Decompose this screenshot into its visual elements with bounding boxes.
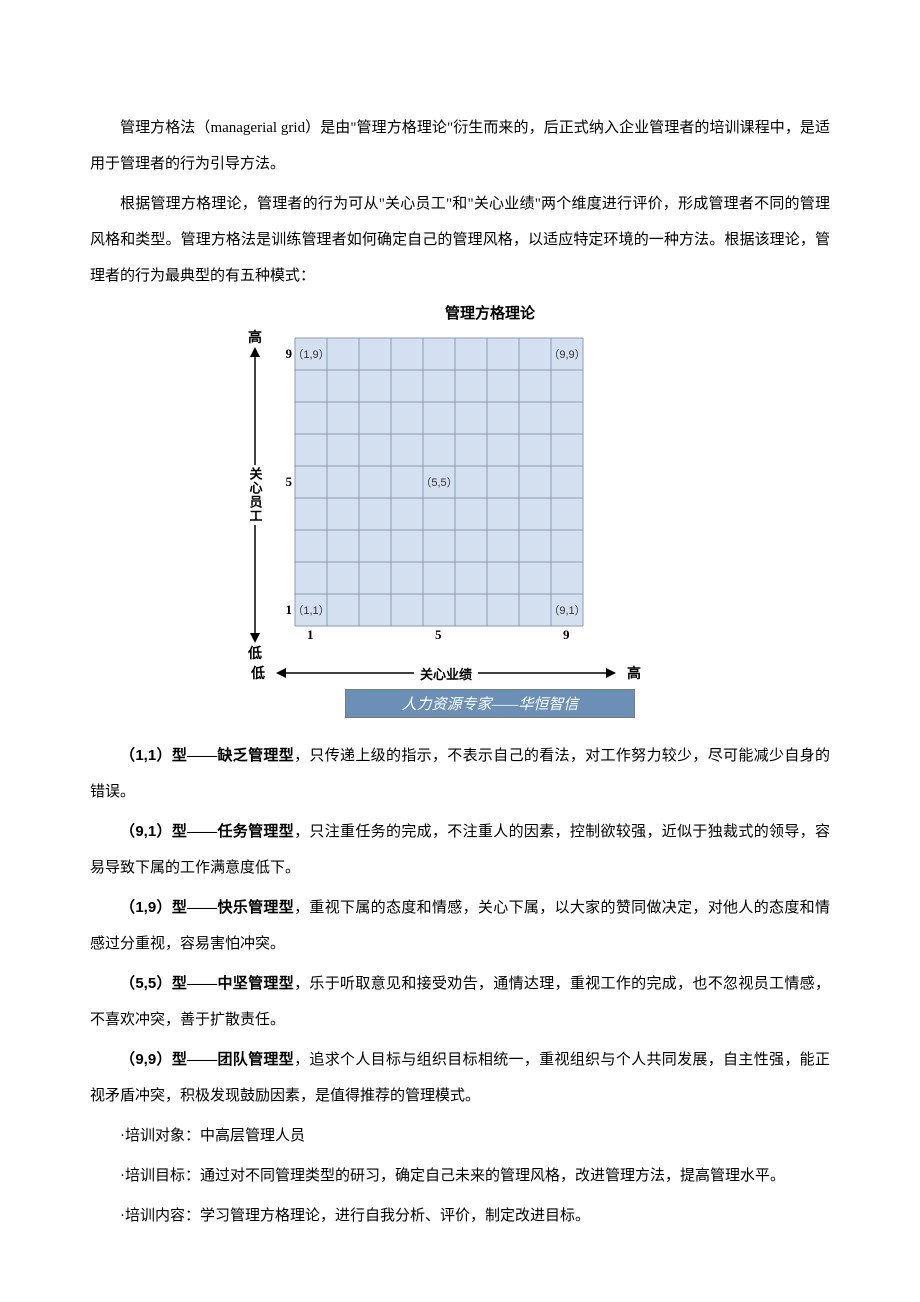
y-tick: 9 xyxy=(286,346,293,362)
grid-area: 1 5 9 （1,9） （9,9） （5,5） （1,1） （9,1） 1 5 9 xyxy=(294,337,584,643)
type-name: 型——缺乏管理型 xyxy=(172,748,294,764)
y-axis-low-label: 低 xyxy=(240,643,270,663)
management-type-item: （9,1）型——任务管理型，只注重任务的完成，不注重人的因素，控制欲较强，近似于… xyxy=(90,814,830,886)
type-code: （9,9） xyxy=(120,1051,172,1068)
type-name: 型——中坚管理型 xyxy=(172,976,294,992)
management-type-item: （1,9）型——快乐管理型，重视下属的态度和情感，关心下属，以大家的赞同做决定，… xyxy=(90,890,830,962)
type-name: 型——团队管理型 xyxy=(172,1052,294,1068)
y-tick: 5 xyxy=(286,474,293,490)
x-axis: 低 关心业绩 高 xyxy=(240,663,680,683)
training-target: ·培训对象：中高层管理人员 xyxy=(90,1118,830,1154)
chart-title: 管理方格理论 xyxy=(240,302,680,323)
training-goal: ·培训目标：通过对不同管理类型的研习，确定自己未来的管理风格，改进管理方法，提高… xyxy=(90,1158,830,1194)
management-type-item: （5,5）型——中坚管理型，乐于听取意见和接受劝告，通情达理，重视工作的完成，也… xyxy=(90,966,830,1038)
chart-footer-banner: 人力资源专家——华恒智信 xyxy=(345,689,635,718)
y-axis-arrow-up xyxy=(247,347,263,467)
x-axis-high-label: 高 xyxy=(616,663,652,683)
management-type-item: （1,1）型——缺乏管理型，只传递上级的指示，不表示自己的看法，对工作努力较少，… xyxy=(90,738,830,810)
x-axis-arrow-left xyxy=(276,665,416,681)
y-tick: 1 xyxy=(286,602,293,618)
y-axis: 高 关心员工 低 xyxy=(240,327,270,663)
type-code: （9,1） xyxy=(120,823,172,840)
grid-point-label: （1,1） xyxy=(294,604,330,617)
x-axis-label: 关心业绩 xyxy=(416,664,476,683)
y-axis-high-label: 高 xyxy=(248,327,262,347)
grid-point-label: （9,9） xyxy=(548,348,584,361)
x-tick: 1 xyxy=(307,627,314,643)
y-axis-label: 关心员工 xyxy=(246,467,265,523)
training-goal-label: ·培训目标： xyxy=(120,1168,200,1184)
management-types-list: （1,1）型——缺乏管理型，只传递上级的指示，不表示自己的看法，对工作努力较少，… xyxy=(90,738,830,1114)
type-code: （1,9） xyxy=(120,899,172,916)
managerial-grid-chart: 管理方格理论 高 关心员工 低 1 5 9 （1,9） （9,9） （5,5） （1,1）… xyxy=(240,302,680,718)
x-tick: 9 xyxy=(563,627,570,643)
type-code: （1,1） xyxy=(120,747,172,764)
grid-point-label: （9,1） xyxy=(548,604,584,617)
x-tick: 5 xyxy=(435,627,442,643)
training-content: ·培训内容：学习管理方格理论，进行自我分析、评价，制定改进目标。 xyxy=(90,1198,830,1234)
type-name: 型——任务管理型 xyxy=(172,824,294,840)
training-goal-value: 通过对不同管理类型的研习，确定自己未来的管理风格，改进管理方法，提高管理水平。 xyxy=(200,1168,785,1184)
intro-paragraph-2: 根据管理方格理论，管理者的行为可从"关心员工"和"关心业绩"两个维度进行评价，形… xyxy=(90,186,830,294)
x-ticks: 1 5 9 xyxy=(294,627,584,643)
training-target-label: ·培训对象： xyxy=(120,1128,200,1144)
grid-point-label: （1,9） xyxy=(294,348,330,361)
management-type-item: （9,9）型——团队管理型，追求个人目标与组织目标相统一，重视组织与个人共同发展… xyxy=(90,1042,830,1114)
x-axis-arrow-right xyxy=(476,665,616,681)
type-name: 型——快乐管理型 xyxy=(172,900,294,916)
grid-svg: （1,9） （9,9） （5,5） （1,1） （9,1） xyxy=(294,337,584,627)
training-content-label: ·培训内容： xyxy=(120,1208,200,1224)
training-content-value: 学习管理方格理论，进行自我分析、评价，制定改进目标。 xyxy=(200,1208,590,1224)
training-target-value: 中高层管理人员 xyxy=(200,1128,305,1144)
type-code: （5,5） xyxy=(120,975,172,992)
y-axis-arrow-down xyxy=(247,523,263,643)
x-axis-low-label: 低 xyxy=(240,663,276,683)
grid-point-label: （5,5） xyxy=(420,476,457,489)
intro-paragraph-1: 管理方格法（managerial grid）是由"管理方格理论"衍生而来的，后正… xyxy=(90,110,830,182)
chart-body: 高 关心员工 低 1 5 9 （1,9） （9,9） （5,5） （1,1） （9,1） 1… xyxy=(240,327,680,663)
y-ticks: 1 5 9 xyxy=(276,337,294,627)
